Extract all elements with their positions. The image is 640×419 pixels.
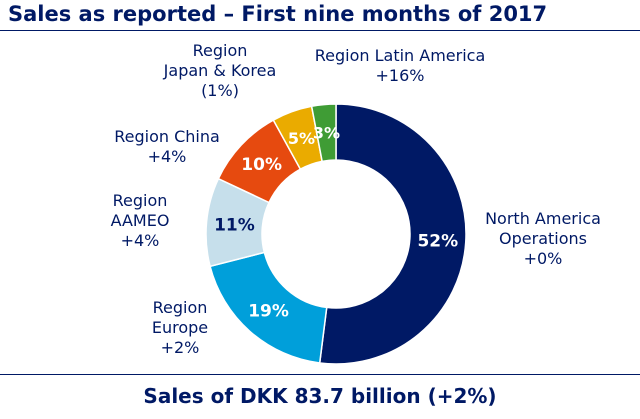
slice-5 — [310, 103, 337, 163]
label-latin-america-change: +16% — [375, 66, 425, 85]
label-north-america: North America Operations +0% — [468, 209, 618, 269]
label-japan-korea: Region Japan & Korea (1%) — [140, 41, 300, 101]
sales-total-footer: Sales of DKK 83.7 billion (+2%) — [143, 384, 497, 408]
slice-0 — [318, 103, 467, 365]
slice-3-percent-label: 10% — [241, 155, 282, 175]
label-china-line-1: Region China — [114, 127, 220, 146]
label-japan-korea-change: (1%) — [201, 81, 239, 100]
label-europe-line-1: Region — [152, 298, 208, 317]
label-europe-line-2: Europe — [151, 318, 209, 337]
label-europe-change: +2% — [160, 338, 200, 357]
label-latin-america: Region Latin America +16% — [290, 46, 510, 86]
slice-0-percent-label: 52% — [417, 231, 458, 251]
label-north-america-line-1: North America — [485, 209, 601, 228]
slice-2-percent-label: 11% — [214, 215, 255, 235]
label-aameo: Region AAMEO +4% — [90, 191, 190, 251]
slice-4-percent-label: 5% — [288, 129, 315, 148]
slice-5-percent-label: 3% — [313, 123, 340, 142]
label-latin-america-line-1: Region Latin America — [314, 46, 486, 65]
label-china-change: +4% — [147, 147, 187, 166]
label-europe: Region Europe +2% — [130, 298, 230, 358]
footer-divider — [0, 374, 640, 375]
label-aameo-change: +4% — [120, 231, 160, 250]
label-japan-korea-line-2: Japan & Korea — [163, 61, 277, 80]
label-aameo-line-2: AAMEO — [110, 211, 170, 230]
title-divider — [0, 30, 640, 31]
label-japan-korea-line-1: Region — [192, 41, 248, 60]
label-aameo-line-1: Region — [112, 191, 168, 210]
label-china: Region China +4% — [92, 127, 242, 167]
label-north-america-change: +0% — [523, 249, 563, 268]
chart-title: Sales as reported – First nine months of… — [8, 2, 548, 26]
label-north-america-line-2: Operations — [499, 229, 587, 248]
slice-1-percent-label: 19% — [248, 302, 289, 322]
